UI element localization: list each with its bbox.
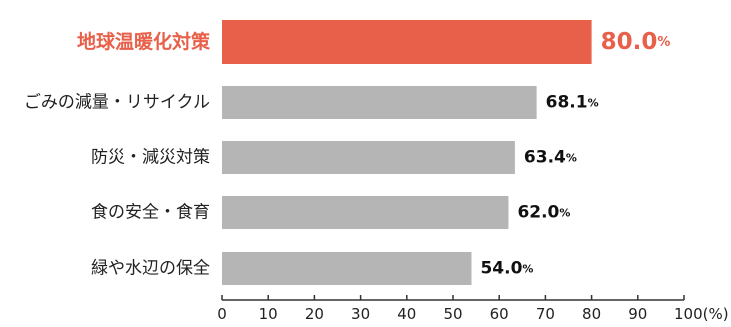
bars-group <box>222 20 592 285</box>
value-label-3: 63.4% <box>524 148 577 168</box>
x-tick-label-10: 100(%) <box>674 305 729 323</box>
bar-3 <box>222 141 515 174</box>
x-tick-label-3: 30 <box>351 305 370 323</box>
x-tick-label-6: 60 <box>490 305 509 323</box>
x-tick-label-8: 80 <box>582 305 601 323</box>
value-number-5: 54.0 <box>480 259 522 279</box>
x-tick-label-1: 10 <box>259 305 278 323</box>
category-label-5: 緑や水辺の保全 <box>91 259 210 279</box>
value-label-4: 62.0% <box>517 203 570 223</box>
bar-5 <box>222 252 472 285</box>
value-unit-2: % <box>588 96 599 109</box>
x-tick-label-7: 70 <box>536 305 555 323</box>
value-number-3: 63.4 <box>524 148 566 168</box>
x-tick-label-5: 50 <box>443 305 462 323</box>
value-unit-5: % <box>522 262 533 275</box>
x-tick-label-4: 40 <box>397 305 416 323</box>
value-label-5: 54.0% <box>480 259 533 279</box>
bar-2 <box>222 86 537 119</box>
value-unit-3: % <box>566 151 577 164</box>
x-tick-label-0: 0 <box>217 305 227 323</box>
value-number-2: 68.1 <box>546 93 588 113</box>
category-label-1: 地球温暖化対策 <box>77 30 211 53</box>
bar-1 <box>222 20 592 64</box>
value-number-1: 80.0 <box>601 29 658 55</box>
category-label-4: 食の安全・食育 <box>91 203 210 223</box>
value-unit-4: % <box>559 206 570 219</box>
x-tick-label-2: 20 <box>305 305 324 323</box>
value-label-1: 80.0% <box>601 29 671 55</box>
x-tick-label-9: 90 <box>628 305 647 323</box>
x-axis: 0 10 20 30 40 50 60 70 80 90 100(%) <box>217 295 729 323</box>
category-label-3: 防災・減災対策 <box>91 148 210 168</box>
value-label-2: 68.1% <box>546 93 599 113</box>
value-number-4: 62.0 <box>517 203 559 223</box>
value-unit-1: % <box>657 35 670 50</box>
category-label-2: ごみの減量・リサイクル <box>24 93 210 113</box>
value-labels-group: 80.0%68.1%63.4%62.0%54.0% <box>480 29 670 279</box>
bar-4 <box>222 196 509 229</box>
